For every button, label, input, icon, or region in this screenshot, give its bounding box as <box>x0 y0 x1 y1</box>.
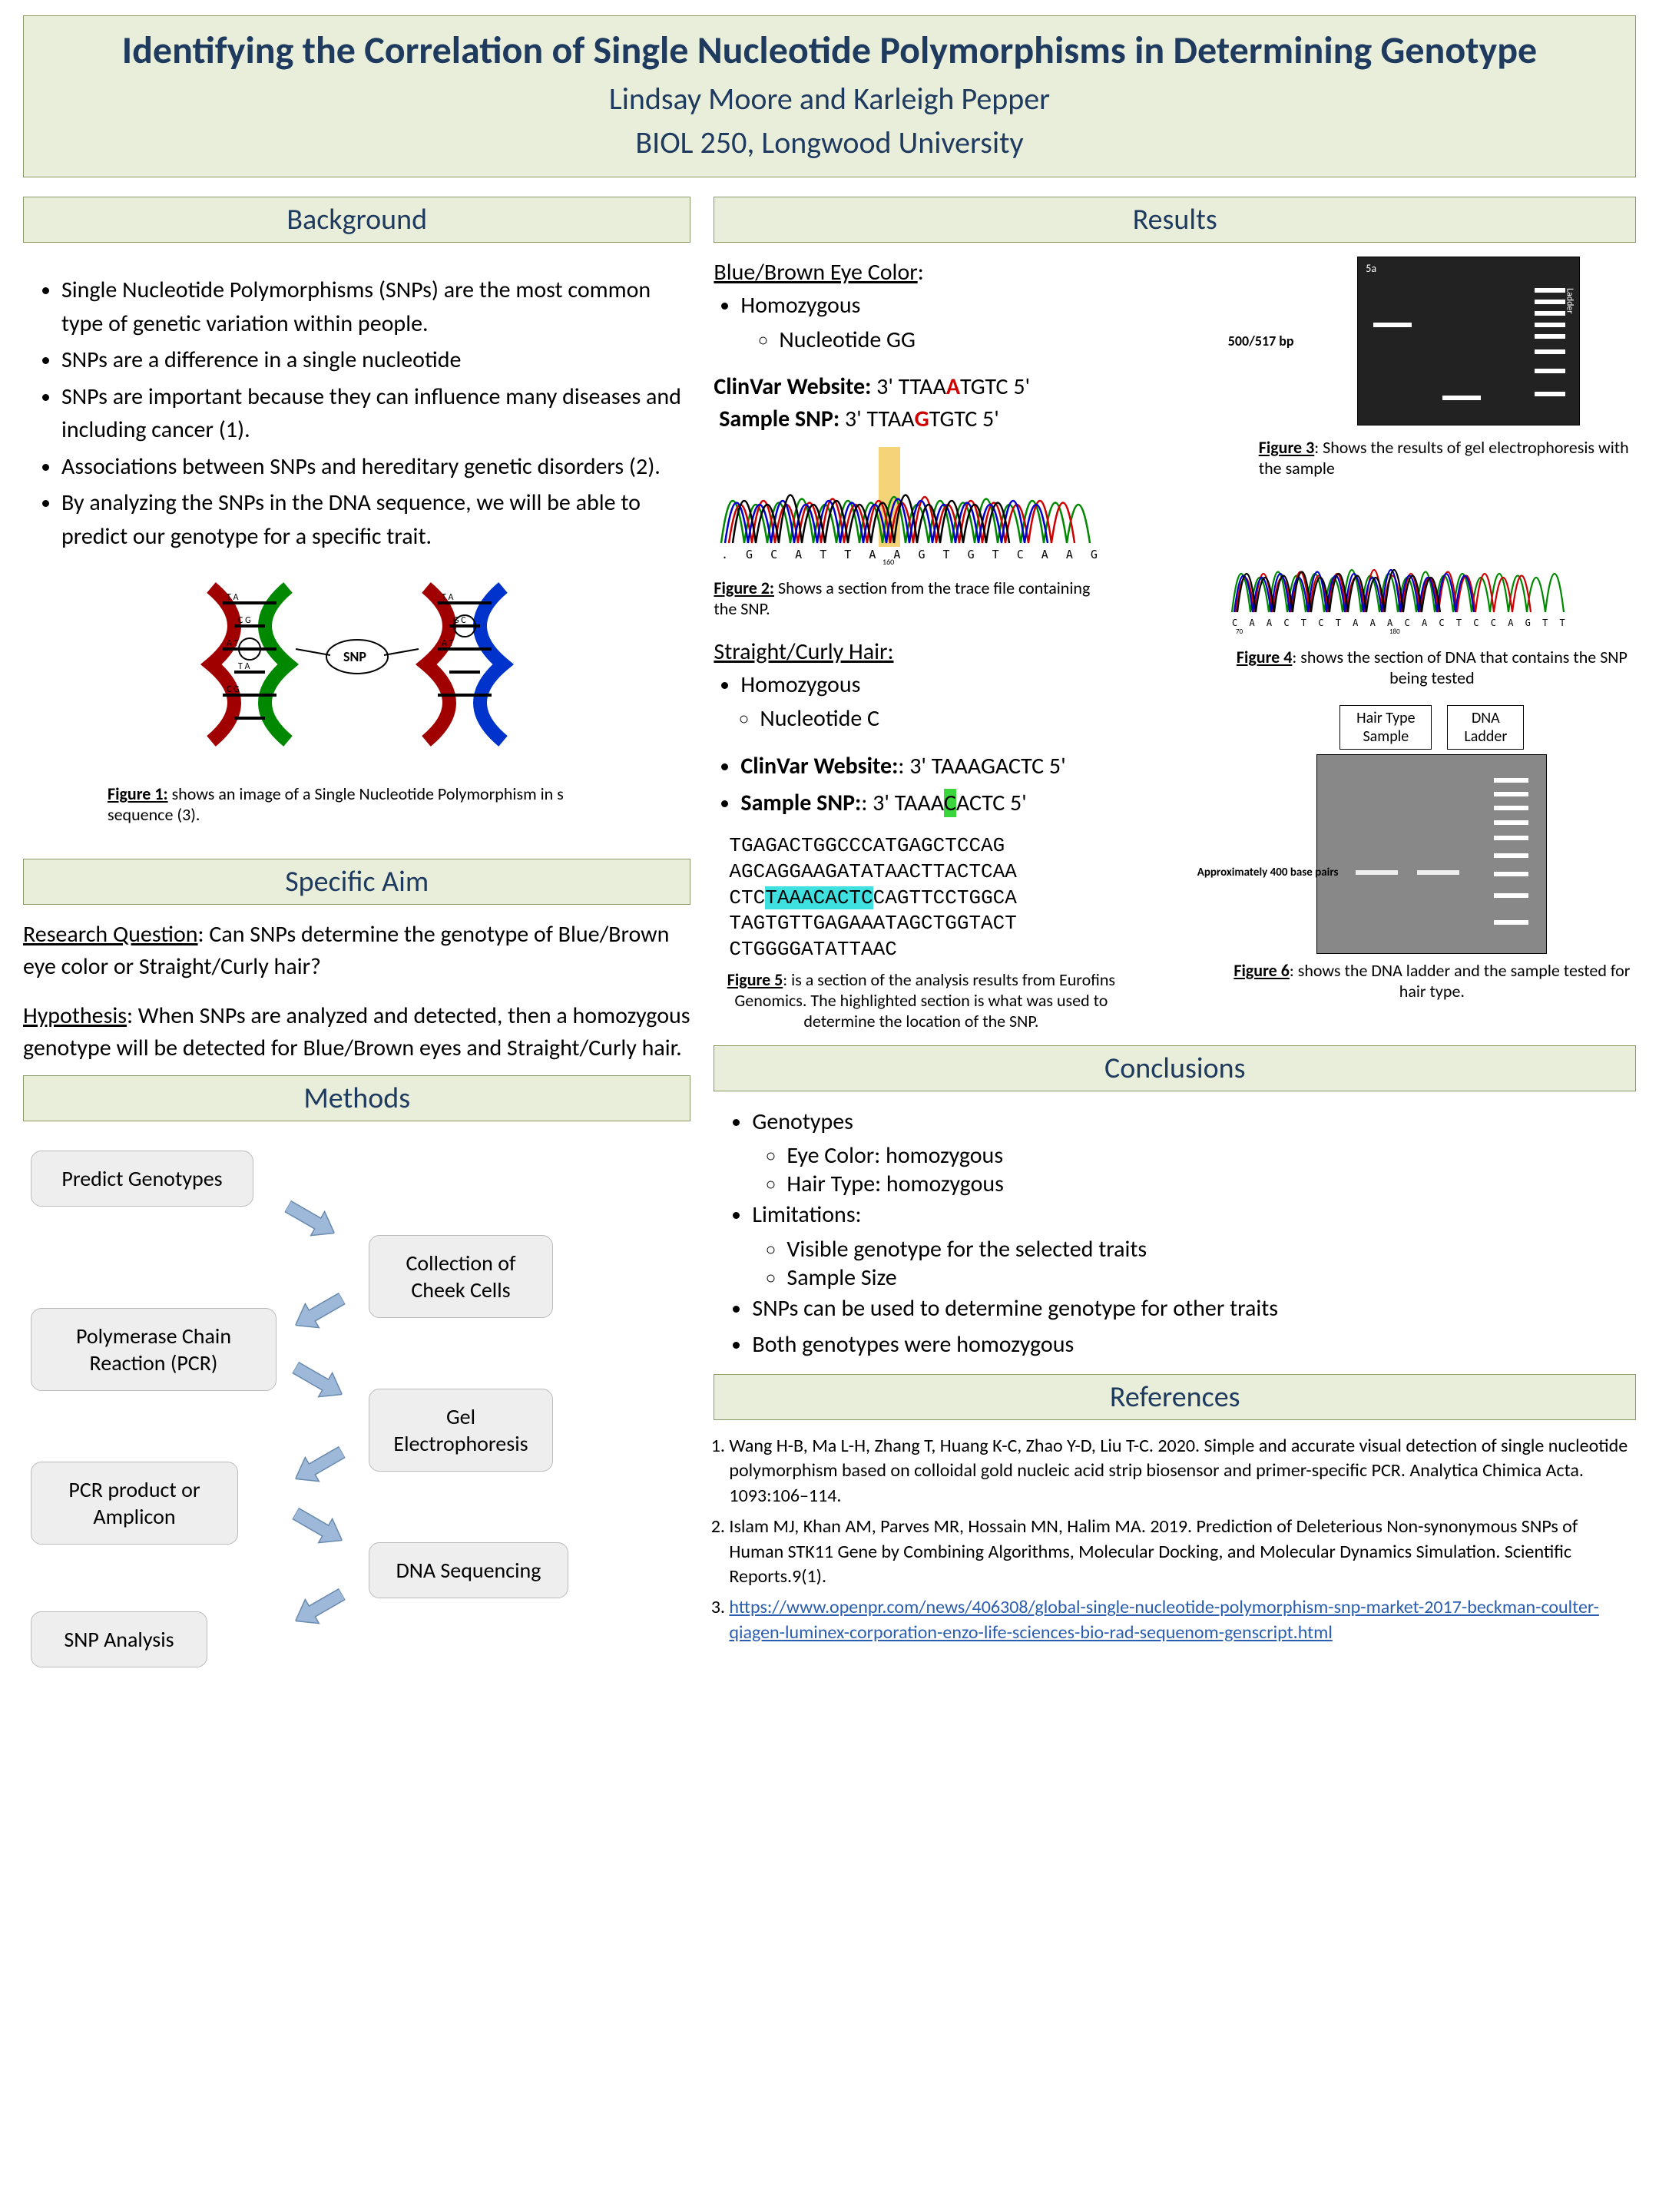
svg-text:. G C A T T A A G T G T C A A: . G C A T T A A G T G T C A A G T <box>721 548 1098 561</box>
hair-nucleotide: Nucleotide C <box>760 704 1212 733</box>
flow-collection: Collection of Cheek Cells <box>369 1235 553 1318</box>
flow-arrow-icon <box>288 1500 350 1554</box>
bg-bullet: Single Nucleotide Polymorphisms (SNPs) a… <box>61 273 690 340</box>
flow-arrow-icon <box>288 1581 350 1634</box>
svg-text:C G: C G <box>227 684 240 695</box>
flow-pcr: Polymerase Chain Reaction (PCR) <box>31 1308 276 1391</box>
concl-visible: Visible genotype for the selected traits <box>786 1235 1636 1263</box>
svg-text:70: 70 <box>1236 628 1243 635</box>
figure2-caption: Figure 2: Shows a section from the trace… <box>714 578 1113 619</box>
methods-header: Methods <box>23 1075 690 1121</box>
flow-gel: Gel Electrophoresis <box>369 1389 553 1472</box>
svg-text:SNP: SNP <box>343 648 366 665</box>
svg-text:A T: A T <box>227 638 239 649</box>
clinvar-eye: ClinVar Website: 3' TTAAATGTC 5' <box>714 371 1212 403</box>
authors: Lindsay Moore and Karleigh Pepper <box>39 80 1620 118</box>
svg-text:T A: T A <box>227 592 239 603</box>
concl-genotypes: Genotypes <box>752 1105 1636 1139</box>
chromatogram-fig2: . G C A T T A A G T G T C A A G T 160 <box>714 443 1212 570</box>
background-header: Background <box>23 197 690 243</box>
hair-title: Straight/Curly Hair: <box>714 636 1212 668</box>
flow-predict: Predict Genotypes <box>31 1151 253 1207</box>
ref-item: Wang H-B, Ma L-H, Zhang T, Huang K-C, Zh… <box>729 1434 1636 1508</box>
gel-fig3: 5a Ladder <box>1357 257 1580 426</box>
eye-homozygous: Homozygous <box>740 289 1212 323</box>
ref-item: Islam MJ, Khan AM, Parves MR, Hossain MN… <box>729 1515 1636 1589</box>
eye-nucleotide: Nucleotide GG <box>779 326 1212 354</box>
concl-eye: Eye Color: homozygous <box>786 1141 1636 1170</box>
figure6-caption: Figure 6: shows the DNA ladder and the s… <box>1228 960 1636 1002</box>
figure1-caption: Figure 1: shows an image of a Single Nuc… <box>108 783 568 825</box>
hypothesis: Hypothesis: When SNPs are analyzed and d… <box>23 1000 690 1065</box>
svg-text:180: 180 <box>1389 628 1400 635</box>
hair-sample-tag: Hair Type Sample <box>1339 705 1432 750</box>
flow-arrow-icon <box>280 1193 343 1247</box>
conclusions-header: Conclusions <box>714 1045 1636 1091</box>
flow-snp: SNP Analysis <box>31 1611 207 1667</box>
results-header: Results <box>714 197 1636 243</box>
clinvar-hair: ClinVar Website:: 3' TAAAGACTC 5' <box>740 750 1212 783</box>
bg-bullet: By analyzing the SNPs in the DNA sequenc… <box>61 486 690 553</box>
concl-other: SNPs can be used to determine genotype f… <box>752 1292 1636 1326</box>
sample-hair: Sample SNP:: 3' TAAACACTC 5' <box>740 786 1212 820</box>
course-line: BIOL 250, Longwood University <box>39 124 1620 161</box>
hair-homozygous: Homozygous <box>740 668 1212 702</box>
sample-eye: Sample SNP: 3' TTAAGTGTC 5' <box>714 403 1212 435</box>
background-bullets: Single Nucleotide Polymorphisms (SNPs) a… <box>61 273 690 553</box>
dna-snp-illustration: T A C G A T T A C G T A G C <box>23 572 690 776</box>
svg-text:T A: T A <box>442 592 454 603</box>
dna-ladder-tag: DNA Ladder <box>1447 705 1524 750</box>
specific-aim-header: Specific Aim <box>23 859 690 905</box>
flow-amplicon: PCR product or Amplicon <box>31 1462 238 1545</box>
flow-sequencing: DNA Sequencing <box>369 1542 568 1598</box>
concl-both: Both genotypes were homozygous <box>752 1328 1636 1362</box>
svg-text:A T: A T <box>442 638 454 649</box>
sequence-block: TGAGACTGGCCCATGAGCTCCAG AGCAGGAAGATATAAC… <box>729 833 1212 963</box>
flow-arrow-icon <box>288 1439 350 1492</box>
gel-fig6 <box>1316 754 1547 954</box>
svg-text:160: 160 <box>882 557 894 566</box>
eye-color-title: Blue/Brown Eye Color: <box>714 257 1212 289</box>
ref-item: https://www.openpr.com/news/406308/globa… <box>729 1595 1636 1645</box>
bp-label: 500/517 bp <box>1228 333 1294 349</box>
methods-flowchart: Predict Genotypes Collection of Cheek Ce… <box>23 1135 690 1673</box>
chromatogram-fig4: C A A C T C T A A A C A C T C C A G T T … <box>1228 520 1636 639</box>
figure5-caption: Figure 5: is a section of the analysis r… <box>721 969 1121 1031</box>
poster-title: Identifying the Correlation of Single Nu… <box>39 28 1620 74</box>
research-question: Research Question: Can SNPs determine th… <box>23 919 690 983</box>
figure3-caption: Figure 3: Shows the results of gel elect… <box>1259 437 1636 478</box>
bg-bullet: SNPs are a difference in a single nucleo… <box>61 343 690 377</box>
approx-bp-label: Approximately 400 base pairs <box>1197 866 1339 879</box>
title-block: Identifying the Correlation of Single Nu… <box>23 15 1636 177</box>
reference-list: Wang H-B, Ma L-H, Zhang T, Huang K-C, Zh… <box>729 1434 1636 1645</box>
svg-text:C A A C T C T A A A C A C T C: C A A C T C T A A A C A C T C C A G T T … <box>1232 618 1566 628</box>
svg-text:T A: T A <box>238 661 250 672</box>
flow-arrow-icon <box>288 1285 350 1339</box>
bg-bullet: SNPs are important because they can infl… <box>61 380 690 447</box>
svg-text:C G: C G <box>238 615 251 626</box>
figure4-caption: Figure 4: shows the section of DNA that … <box>1228 647 1636 688</box>
concl-hair: Hair Type: homozygous <box>786 1170 1636 1198</box>
bg-bullet: Associations between SNPs and hereditary… <box>61 450 690 484</box>
flow-arrow-icon <box>288 1354 350 1408</box>
ref-link[interactable]: https://www.openpr.com/news/406308/globa… <box>729 1596 1599 1643</box>
concl-limitations: Limitations: <box>752 1198 1636 1232</box>
references-header: References <box>714 1374 1636 1420</box>
concl-sample: Sample Size <box>786 1263 1636 1292</box>
